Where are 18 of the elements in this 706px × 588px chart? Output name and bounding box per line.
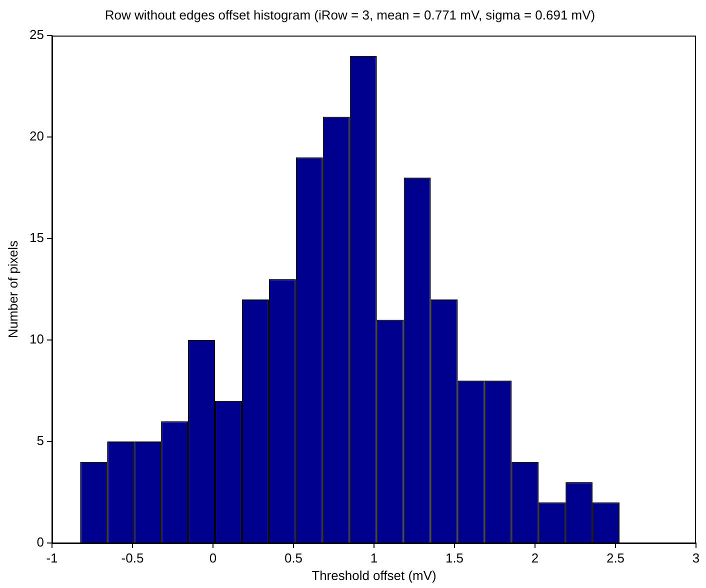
y-tick-label: 25	[30, 27, 44, 42]
x-tick-label: 1	[370, 550, 378, 566]
x-tick-label: 2.5	[606, 550, 625, 566]
y-tick-label: 0	[36, 534, 44, 550]
x-tick-label: -1	[46, 550, 58, 566]
y-tick-label: 15	[30, 230, 44, 246]
y-tick-label: 10	[30, 332, 44, 347]
x-tick-label: 1.5	[445, 550, 464, 566]
y-axis-title: Number of pixels	[5, 240, 20, 338]
chart-title: Row without edges offset histogram (iRow = 3, mean = 0.771 mV, sigma = 0.691 mV)	[104, 7, 596, 22]
x-tick-label: 0	[209, 550, 217, 566]
x-tick-label: 3	[692, 550, 700, 566]
x-tick-label: 0.5	[284, 550, 303, 566]
y-tick-label: 20	[30, 128, 44, 144]
x-axis-title: Threshold offset (mV)	[312, 568, 436, 583]
x-tick-label: -0.5	[121, 550, 144, 566]
x-tick-label: 2	[531, 550, 539, 566]
y-tick-label: 5	[36, 433, 44, 448]
